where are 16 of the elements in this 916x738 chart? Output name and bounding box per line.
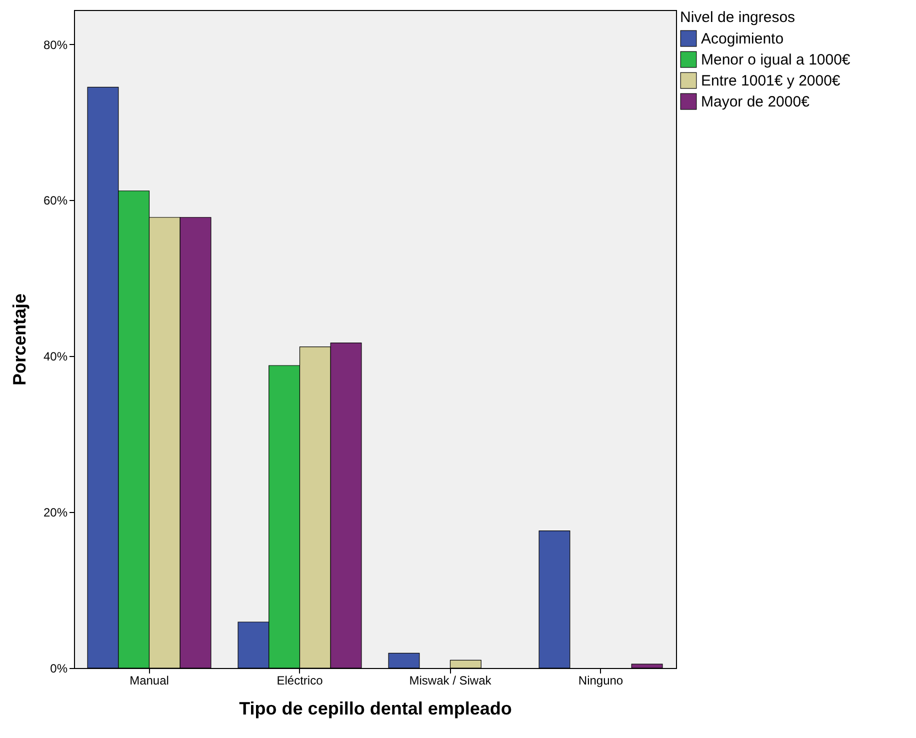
- y-tick-label: 80%: [43, 38, 68, 52]
- y-tick-label: 40%: [43, 350, 68, 364]
- x-tick-label: Manual: [130, 674, 169, 688]
- y-tick-label: 60%: [43, 194, 68, 208]
- legend-label: Mayor de 2000€: [701, 94, 810, 110]
- x-tick-label: Ninguno: [578, 674, 624, 688]
- legend-label: Acogimiento: [701, 30, 784, 48]
- x-tick-label: Miswak / Siwak: [409, 674, 492, 688]
- x-tick-label: Eléctrico: [276, 674, 324, 688]
- legend-title: Nivel de ingresos: [680, 9, 796, 26]
- y-tick-label: 0%: [50, 662, 68, 676]
- legend-label: Menor o igual a 1000€: [701, 52, 851, 68]
- legend-label: Entre 1001€ y 2000€: [701, 72, 841, 90]
- y-axis-title: Porcentaje: [9, 293, 30, 386]
- x-axis-title: Tipo de cepillo dental empleado: [239, 698, 512, 718]
- y-tick-label: 20%: [43, 506, 68, 520]
